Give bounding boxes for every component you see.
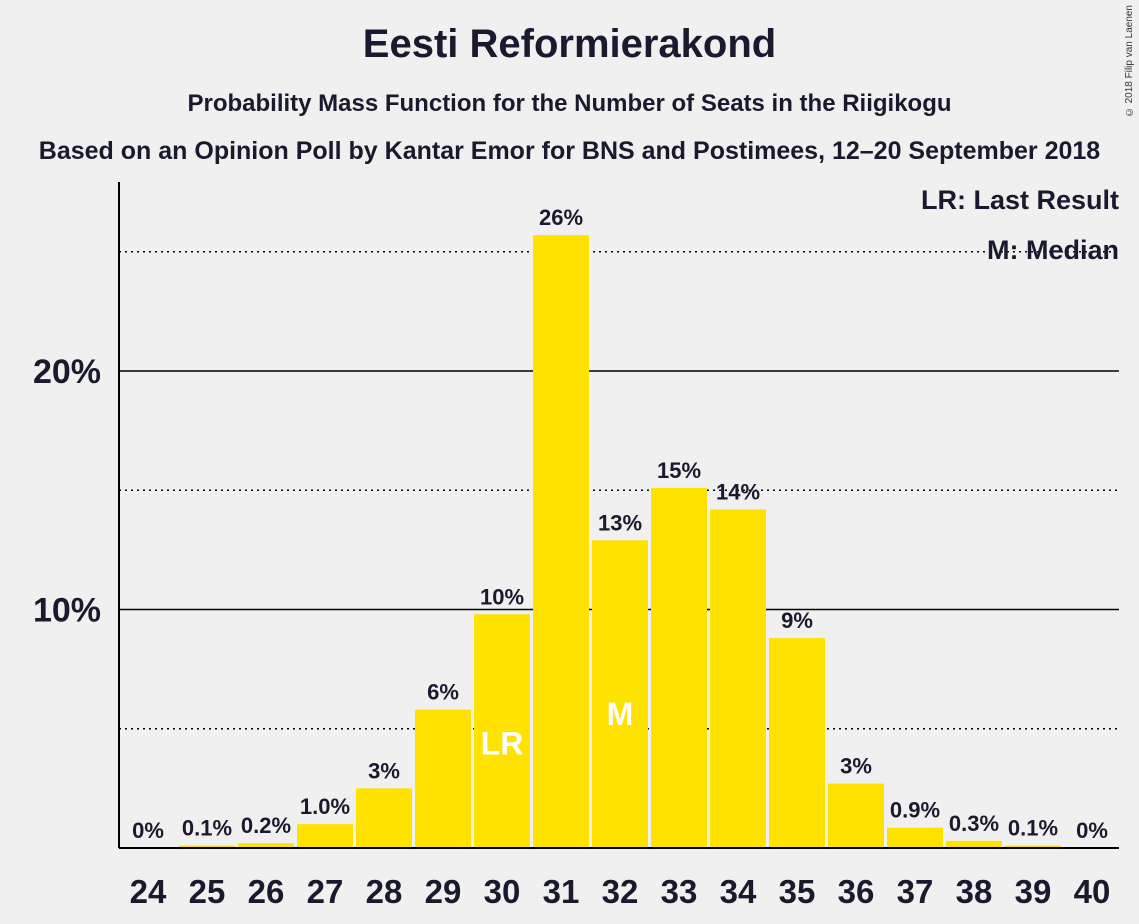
- x-tick-label: 32: [602, 873, 639, 910]
- bar: [415, 709, 471, 848]
- bar: [592, 540, 648, 848]
- bar: [887, 827, 943, 848]
- chart-title: Eesti Reformierakond: [362, 22, 777, 66]
- bar-value-label: 0.1%: [1008, 816, 1058, 841]
- x-tick-label: 26: [248, 873, 285, 910]
- x-tick-label: 33: [661, 873, 698, 910]
- x-tick-label: 24: [130, 873, 167, 910]
- chart-subtitle: Probability Mass Function for the Number…: [187, 90, 952, 117]
- legend-entry: LR: Last Result: [921, 185, 1119, 215]
- bar: [651, 487, 707, 848]
- bar-value-label: 0%: [1076, 818, 1108, 843]
- x-tick-label: 25: [189, 873, 226, 910]
- bar-value-label: 9%: [781, 608, 813, 633]
- x-tick-label: 31: [543, 873, 580, 910]
- bar-value-label: 26%: [539, 205, 583, 230]
- bar: [297, 824, 353, 848]
- x-tick-label: 28: [366, 873, 403, 910]
- bar: [474, 614, 530, 848]
- bar: [356, 788, 412, 848]
- bar-value-label: 15%: [657, 458, 701, 483]
- x-tick-label: 39: [1015, 873, 1052, 910]
- bar-value-label: 0.1%: [182, 816, 232, 841]
- bar-value-label: 6%: [427, 680, 459, 705]
- bar: [533, 235, 589, 848]
- bar-value-label: 0.9%: [890, 798, 940, 823]
- x-tick-label: 35: [779, 873, 816, 910]
- bar: [769, 638, 825, 848]
- bar: [710, 509, 766, 848]
- bar-value-label: 1.0%: [300, 794, 350, 819]
- bar-value-label: 3%: [368, 758, 400, 783]
- x-tick-label: 27: [307, 873, 344, 910]
- bar-marker-label: LR: [481, 726, 524, 762]
- bar: [946, 840, 1002, 848]
- bar-value-label: 14%: [716, 479, 760, 504]
- y-tick-label: 10%: [33, 592, 101, 630]
- x-tick-label: 34: [720, 873, 757, 910]
- bar-marker-label: M: [607, 696, 634, 732]
- bar-value-label: 0%: [132, 818, 164, 843]
- x-tick-label: 30: [484, 873, 521, 910]
- x-tick-label: 37: [897, 873, 934, 910]
- bar: [1005, 845, 1061, 848]
- x-tick-label: 40: [1074, 873, 1111, 910]
- bar-value-label: 0.3%: [949, 811, 999, 836]
- bar: [828, 783, 884, 848]
- bar-value-label: 10%: [480, 584, 524, 609]
- bar-value-label: 13%: [598, 510, 642, 535]
- x-tick-label: 29: [425, 873, 462, 910]
- x-tick-label: 38: [956, 873, 993, 910]
- legend-entry: M: Median: [987, 235, 1119, 265]
- bar: [179, 845, 235, 848]
- chart-source-subtitle: Based on an Opinion Poll by Kantar Emor …: [38, 137, 1101, 165]
- bar-value-label: 3%: [840, 754, 872, 779]
- x-tick-label: 36: [838, 873, 875, 910]
- bar-value-label: 0.2%: [241, 813, 291, 838]
- bar: [238, 843, 294, 848]
- y-tick-label: 20%: [33, 353, 101, 391]
